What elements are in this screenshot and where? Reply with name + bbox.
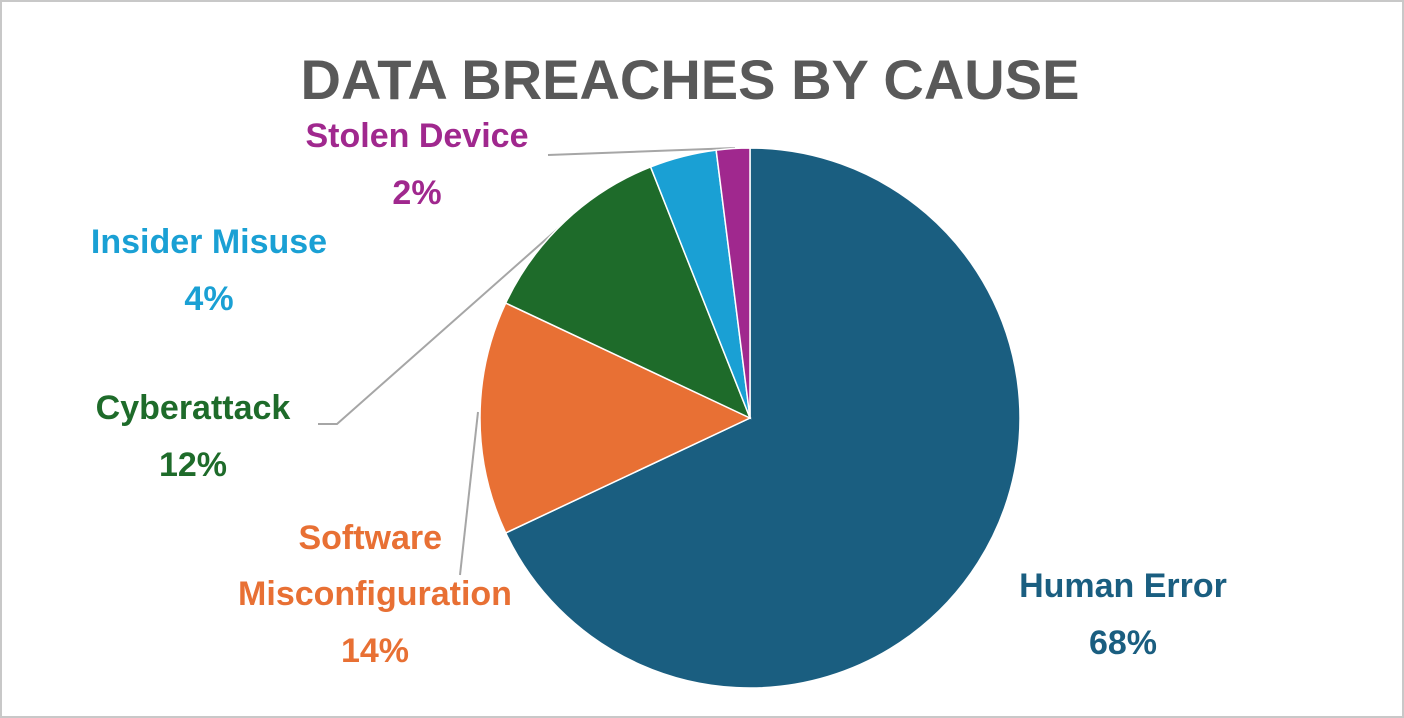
value-label: 14%	[341, 632, 409, 670]
value-label: 4%	[184, 280, 233, 318]
value-label: 2%	[392, 174, 441, 212]
pie-slice	[715, 147, 751, 419]
leader-line	[459, 411, 479, 576]
pie-slice	[504, 147, 1021, 689]
category-label: Stolen Device	[306, 117, 529, 155]
category-label: Cyberattack	[96, 389, 291, 427]
leader-line	[547, 147, 736, 156]
chart-title: DATA BREACHES BY CAUSE	[301, 48, 1080, 111]
value-label: 12%	[159, 446, 227, 484]
pie-slice	[504, 165, 752, 420]
leader-line	[318, 217, 571, 425]
label-line: Software	[298, 519, 451, 557]
value-label: 68%	[1089, 624, 1157, 662]
category-label: Human Error	[1019, 567, 1227, 605]
category-label: Insider Misuse	[91, 223, 327, 261]
category-label: Software Misconfiguration	[238, 519, 512, 613]
label-line: Misconfiguration	[238, 575, 512, 613]
pie-slice	[479, 302, 752, 534]
